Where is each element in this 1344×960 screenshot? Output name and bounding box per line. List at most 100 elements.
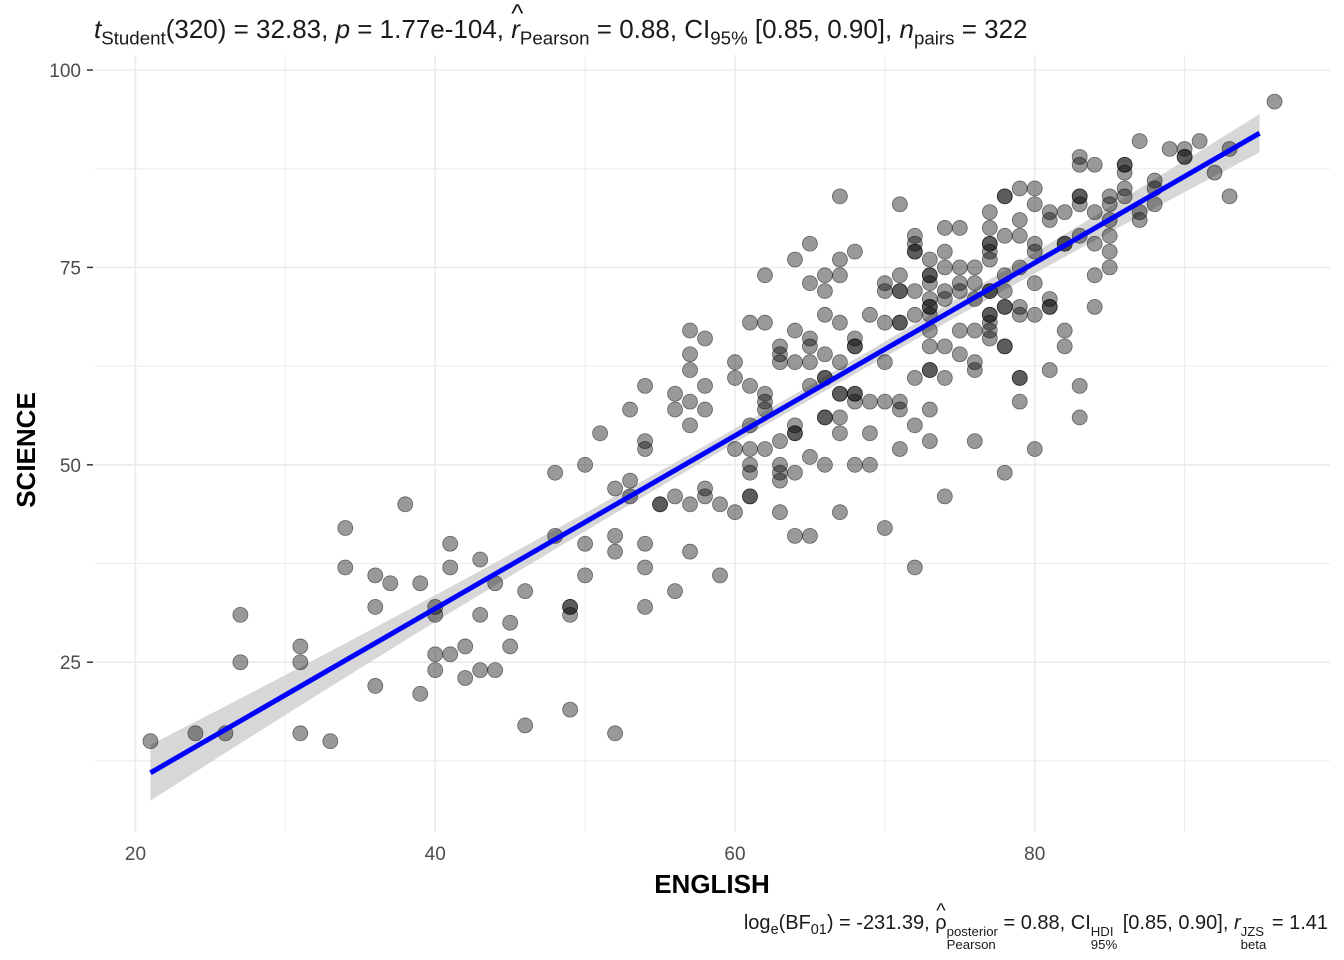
grid (95, 55, 1330, 832)
fit-line (149, 131, 1261, 775)
bayes-caption: loge(BF01) = -231.39, ρposteriorPearson … (744, 900, 1328, 952)
data-point (427, 662, 444, 679)
ci-value: [0.85, 0.90], (747, 14, 900, 44)
data-point (891, 283, 908, 300)
data-point (846, 393, 863, 410)
data-point (607, 725, 623, 742)
data-point (622, 401, 638, 418)
r-subscript: beta (1240, 936, 1267, 952)
data-point (517, 583, 534, 600)
points (142, 93, 1283, 750)
data-point (936, 291, 953, 307)
data-point (682, 417, 698, 434)
data-point (891, 196, 908, 213)
data-point (772, 433, 788, 450)
data-point (996, 298, 1013, 315)
regression-line (149, 131, 1261, 775)
data-point (921, 401, 938, 418)
data-point (667, 401, 683, 418)
data-point (592, 425, 608, 442)
data-point (142, 733, 159, 750)
data-point (637, 441, 653, 457)
data-point (427, 646, 444, 663)
data-point (906, 306, 923, 323)
data-point (772, 504, 788, 521)
data-point (337, 520, 354, 536)
data-point (487, 662, 504, 679)
data-point (727, 370, 743, 386)
data-point (966, 433, 983, 450)
data-point (1011, 212, 1028, 228)
data-point (906, 283, 923, 300)
data-point (906, 243, 923, 260)
data-point (846, 456, 863, 473)
data-point (1026, 180, 1043, 197)
data-point (802, 275, 818, 292)
data-point (1071, 196, 1088, 213)
data-point (1056, 204, 1073, 221)
r-scripts: JZS beta (1240, 924, 1267, 952)
r-symbol: r (511, 0, 520, 45)
r-superscript: JZS (1240, 924, 1265, 940)
x-tick-label: 80 (1024, 844, 1045, 865)
r-subscript: Pearson (519, 27, 590, 49)
data-point (727, 354, 743, 371)
data-point (397, 496, 414, 513)
data-point (936, 488, 953, 505)
data-point (667, 488, 683, 505)
data-point (996, 338, 1013, 355)
data-point (607, 527, 623, 544)
data-point (232, 654, 249, 671)
data-point (1221, 188, 1238, 205)
r-value: = 0.88, (589, 14, 685, 44)
data-point (637, 599, 653, 615)
t-subscript: Student (101, 27, 166, 49)
data-point (787, 425, 803, 442)
data-point (1086, 156, 1103, 173)
data-point (921, 251, 938, 268)
data-point (742, 377, 758, 394)
data-point (831, 188, 848, 205)
data-point (577, 456, 594, 473)
data-point (802, 449, 818, 465)
data-point (652, 496, 668, 513)
data-point (831, 409, 848, 426)
data-point (1011, 393, 1028, 410)
data-point (1101, 196, 1118, 213)
data-point (562, 606, 579, 623)
n-subscript: pairs (913, 27, 955, 49)
data-point (517, 717, 534, 734)
rho-value: = 0.88, (997, 912, 1071, 934)
data-point (697, 330, 713, 347)
data-point (951, 346, 968, 363)
data-point (1146, 196, 1163, 213)
y-tick-label: 50 (60, 456, 81, 477)
data-point (412, 685, 429, 702)
ci-subscript: 95% (710, 27, 748, 49)
data-point (966, 259, 983, 276)
data-point (1071, 377, 1088, 394)
data-point (682, 322, 698, 339)
data-point (921, 338, 938, 355)
chart-title: tStudent(320) = 32.83, p = 1.77e-104, rP… (94, 0, 1028, 50)
ci-superscript: HDI (1090, 924, 1114, 940)
data-point (1056, 322, 1073, 339)
data-point (1011, 370, 1028, 386)
data-point (607, 480, 623, 497)
data-point (772, 354, 788, 371)
data-point (1086, 298, 1103, 315)
data-point (817, 346, 833, 363)
data-point (921, 362, 938, 378)
data-point (1086, 204, 1103, 221)
data-point (742, 488, 758, 505)
t-symbol: t (94, 14, 102, 44)
data-point (757, 441, 773, 457)
data-point (787, 354, 803, 371)
data-point (577, 535, 594, 552)
data-point (712, 567, 728, 584)
data-point (831, 425, 848, 442)
data-point (876, 283, 893, 300)
data-point (936, 220, 953, 236)
data-point (442, 535, 459, 552)
data-point (637, 535, 653, 552)
